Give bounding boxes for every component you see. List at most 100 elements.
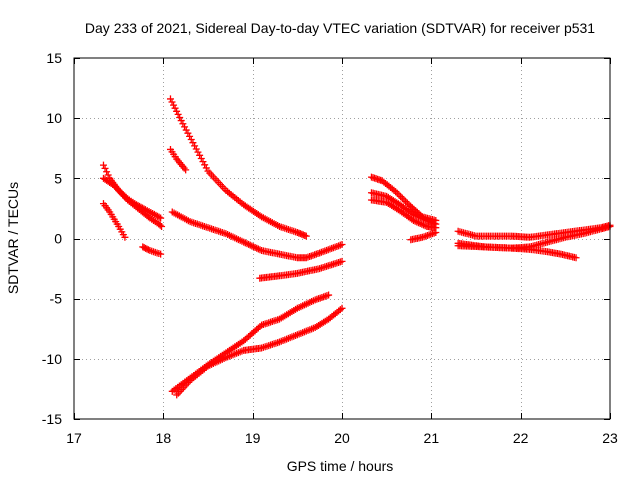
chart-title: Day 233 of 2021, Sidereal Day-to-day VTE… (85, 20, 595, 36)
data-point (181, 123, 189, 131)
series-arc-j (173, 304, 346, 399)
series-arc-g (168, 208, 346, 262)
data-point (202, 164, 210, 172)
data-point (400, 196, 408, 204)
data-point (101, 164, 109, 172)
x-axis-label: GPS time / hours (287, 458, 394, 474)
y-tick-label: -15 (42, 411, 62, 427)
data-point (99, 161, 107, 169)
data-point (397, 193, 405, 201)
y-tick-label: 0 (54, 231, 62, 247)
data-point (405, 201, 413, 209)
y-tick-label: 15 (46, 50, 62, 66)
y-axis-label: SDTVAR / TECUs (5, 182, 21, 294)
data-point (418, 220, 426, 228)
data-point (199, 158, 207, 166)
data-point (254, 245, 262, 253)
data-point (416, 213, 424, 221)
series-arc-q (454, 242, 580, 262)
data-point (189, 139, 197, 147)
x-tick-label: 19 (245, 430, 261, 446)
data-point (103, 168, 111, 176)
data-point (173, 107, 181, 115)
series-arc-n (407, 228, 440, 244)
data-point (194, 148, 202, 156)
data-point (171, 104, 179, 112)
data-point (155, 213, 163, 221)
data-point (413, 212, 421, 220)
data-point (338, 257, 346, 265)
x-tick-label: 23 (602, 430, 618, 446)
data-point (398, 194, 406, 202)
data-point (403, 199, 411, 207)
data-point (201, 161, 209, 169)
data-point (241, 239, 249, 247)
series-arc-b (99, 174, 166, 230)
data-point (409, 210, 417, 218)
data-point (572, 254, 580, 262)
series-arc-f (166, 145, 190, 174)
data-point (421, 216, 429, 224)
data-point (145, 246, 153, 254)
x-tick-label: 22 (513, 430, 529, 446)
series-arc-d (139, 243, 165, 258)
data-point (158, 222, 166, 230)
x-tick-label: 20 (334, 430, 350, 446)
data-point (197, 154, 205, 162)
data-point (414, 219, 422, 227)
data-point (251, 243, 259, 251)
data-point (245, 240, 253, 248)
data-point (421, 222, 429, 230)
data-point (243, 240, 251, 248)
data-point (184, 129, 192, 137)
data-point (411, 211, 419, 219)
data-point (338, 304, 346, 312)
data-point (157, 250, 165, 258)
data-point (402, 197, 410, 205)
data-point (192, 145, 200, 153)
data-point (338, 241, 346, 249)
data-point (395, 191, 403, 199)
y-tick-label: 5 (54, 170, 62, 186)
data-point (416, 219, 424, 227)
data-point (240, 238, 248, 246)
data-point (249, 243, 257, 251)
data-point (409, 216, 417, 224)
data-point (174, 110, 182, 118)
data-point (179, 120, 187, 128)
data-point (390, 186, 398, 194)
data-point (187, 136, 195, 144)
data-point (413, 218, 421, 226)
axis-ticks: 17 18 19 20 21 22 23 -15 -10 -5 0 5 10 15 (42, 50, 618, 446)
data-point (186, 132, 194, 140)
data-point (176, 113, 184, 121)
data-point (246, 241, 254, 249)
data-point (182, 126, 190, 134)
data-points (99, 95, 614, 399)
data-point (420, 215, 428, 223)
series-arc-e (166, 95, 310, 240)
data-point (177, 117, 185, 125)
data-point (411, 217, 419, 225)
y-tick-label: 10 (46, 110, 62, 126)
data-point (182, 166, 190, 174)
data-point (302, 232, 310, 240)
data-point (157, 214, 165, 222)
data-point (168, 98, 176, 106)
series-arc-m (367, 196, 440, 232)
series-arc-l (367, 189, 440, 228)
y-tick-label: -5 (50, 291, 63, 307)
data-point (256, 246, 264, 254)
x-tick-label: 18 (156, 430, 172, 446)
data-point (418, 214, 426, 222)
x-tick-label: 21 (424, 430, 440, 446)
data-point (104, 171, 112, 179)
data-point (432, 228, 440, 236)
y-tick-label: -10 (42, 351, 62, 367)
data-point (170, 101, 178, 109)
data-point (191, 142, 199, 150)
data-point (414, 213, 422, 221)
data-point (325, 291, 333, 299)
series-arc-c (99, 200, 129, 241)
